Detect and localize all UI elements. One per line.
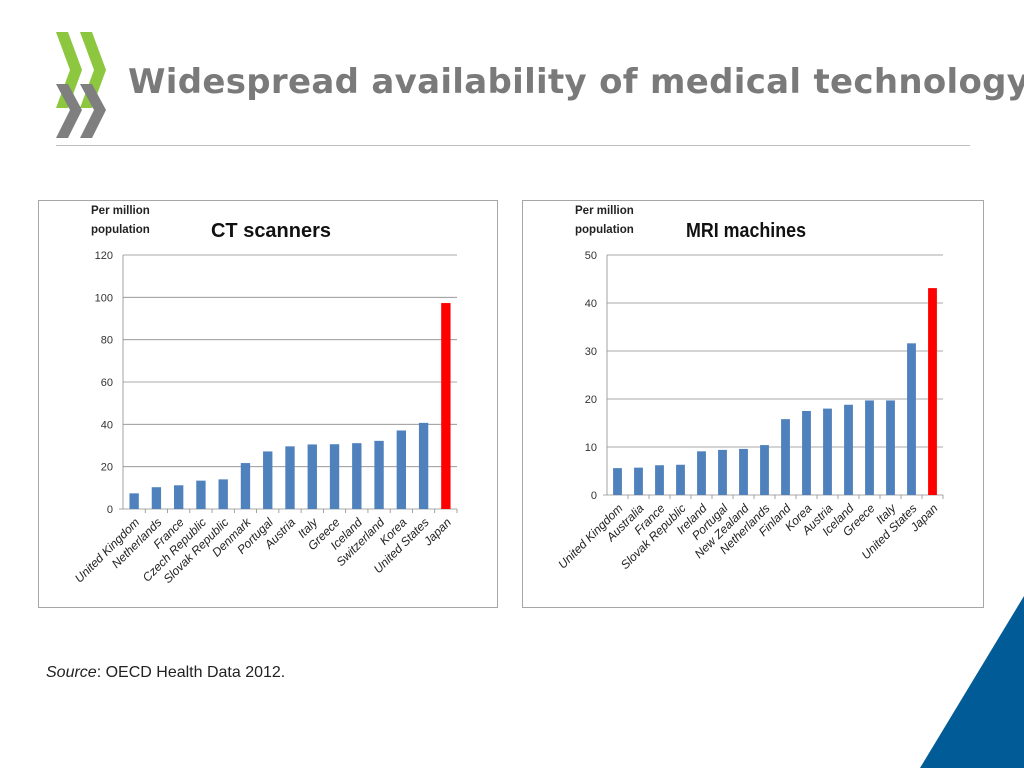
mri-bar-australia bbox=[634, 467, 643, 495]
mri-ylabel-line-2: population bbox=[575, 224, 634, 236]
ct-bar-portugal bbox=[263, 451, 273, 509]
ct-bar-switzerland bbox=[374, 440, 384, 509]
mri-chart-title: MRI machines bbox=[686, 220, 806, 242]
ct-ytick-label-40: 40 bbox=[101, 419, 113, 431]
ct-ytick-label-120: 120 bbox=[95, 250, 113, 262]
mri-bar-korea bbox=[802, 411, 811, 495]
ct-bar-netherlands bbox=[151, 487, 162, 509]
logo-gray-chevron-right bbox=[80, 84, 106, 138]
logo-gray-chevron-left bbox=[56, 84, 82, 138]
mri-bar-portugal bbox=[718, 449, 727, 495]
source-label: Source bbox=[46, 664, 97, 681]
ct-scanners-chart: 0 20 40 60 80 100 120 United Kingdom Netherlands… bbox=[38, 200, 498, 608]
mri-ylabel-line-1: Per million bbox=[575, 205, 634, 217]
ct-bar-korea bbox=[396, 430, 407, 509]
mri-bar-slovak-republic bbox=[676, 464, 685, 495]
ct-bar-slovak-republic bbox=[218, 479, 228, 509]
mri-ytick-label-20: 20 bbox=[585, 394, 597, 406]
ct-ytick-label-60: 60 bbox=[101, 377, 113, 389]
mri-ytick-label-0: 0 bbox=[591, 490, 597, 502]
mri-bar-japan bbox=[928, 288, 937, 495]
page-title: Widespread availability of medical techn… bbox=[128, 62, 1024, 102]
corner-blue-triangle bbox=[920, 596, 1024, 768]
ct-bar-united-kingdom bbox=[129, 493, 139, 509]
ct-bar-denmark bbox=[240, 463, 251, 509]
title-divider bbox=[56, 145, 970, 146]
ct-ytick-label-0: 0 bbox=[107, 504, 113, 516]
source-note: Source: OECD Health Data 2012. bbox=[46, 664, 285, 682]
ct-bar-france bbox=[173, 485, 184, 509]
ct-ylabel-line-2: population bbox=[91, 224, 150, 236]
mri-bar-united-states bbox=[907, 343, 916, 495]
mri-bar-iceland bbox=[844, 404, 853, 495]
ct-bar-united-states bbox=[418, 422, 429, 509]
mri-bar-new-zealand bbox=[739, 448, 748, 495]
mri-bar-netherlands bbox=[760, 445, 769, 495]
mri-machines-chart: 0 10 20 30 40 50 United Kingdom Australia France… bbox=[522, 200, 984, 608]
ct-bar-japan bbox=[441, 303, 451, 509]
mri-bar-ireland bbox=[697, 451, 706, 495]
mri-bar-greece bbox=[865, 400, 874, 495]
oecd-logo bbox=[56, 32, 106, 138]
mri-bar-united-kingdom bbox=[613, 468, 622, 495]
ct-bar-iceland bbox=[352, 443, 362, 509]
ct-ytick-label-20: 20 bbox=[101, 462, 113, 474]
mri-ytick-label-50: 50 bbox=[585, 250, 597, 262]
ct-ytick-label-80: 80 bbox=[101, 335, 113, 347]
source-text: : OECD Health Data 2012. bbox=[96, 664, 286, 681]
ct-ylabel-line-1: Per million bbox=[91, 205, 150, 217]
ct-bar-czech-republic bbox=[196, 480, 206, 509]
mri-ytick-label-30: 30 bbox=[585, 346, 597, 358]
ct-ytick-label-100: 100 bbox=[95, 292, 113, 304]
mri-ytick-label-40: 40 bbox=[585, 298, 597, 310]
mri-bar-austria bbox=[823, 408, 832, 495]
ct-bar-greece bbox=[329, 444, 340, 509]
ct-bar-italy bbox=[307, 444, 317, 509]
mri-bar-italy bbox=[886, 400, 895, 495]
corner-decoration bbox=[920, 596, 1024, 768]
mri-bar-finland bbox=[781, 419, 790, 495]
ct-chart-title: CT scanners bbox=[211, 220, 331, 242]
mri-ytick-label-10: 10 bbox=[585, 442, 597, 454]
ct-bar-austria bbox=[285, 446, 295, 509]
mri-bar-france bbox=[655, 465, 664, 495]
